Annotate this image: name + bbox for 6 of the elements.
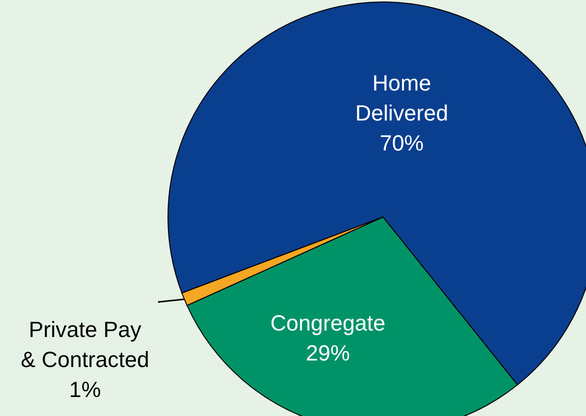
slice-label: Private Pay & Contracted [20,317,150,372]
slice-label: Home Delivered [355,70,448,126]
data-label: 70% [380,130,424,156]
data-label: 1% [69,377,101,402]
slice-label: Congregate [270,310,386,336]
data-label: 29% [306,340,350,366]
